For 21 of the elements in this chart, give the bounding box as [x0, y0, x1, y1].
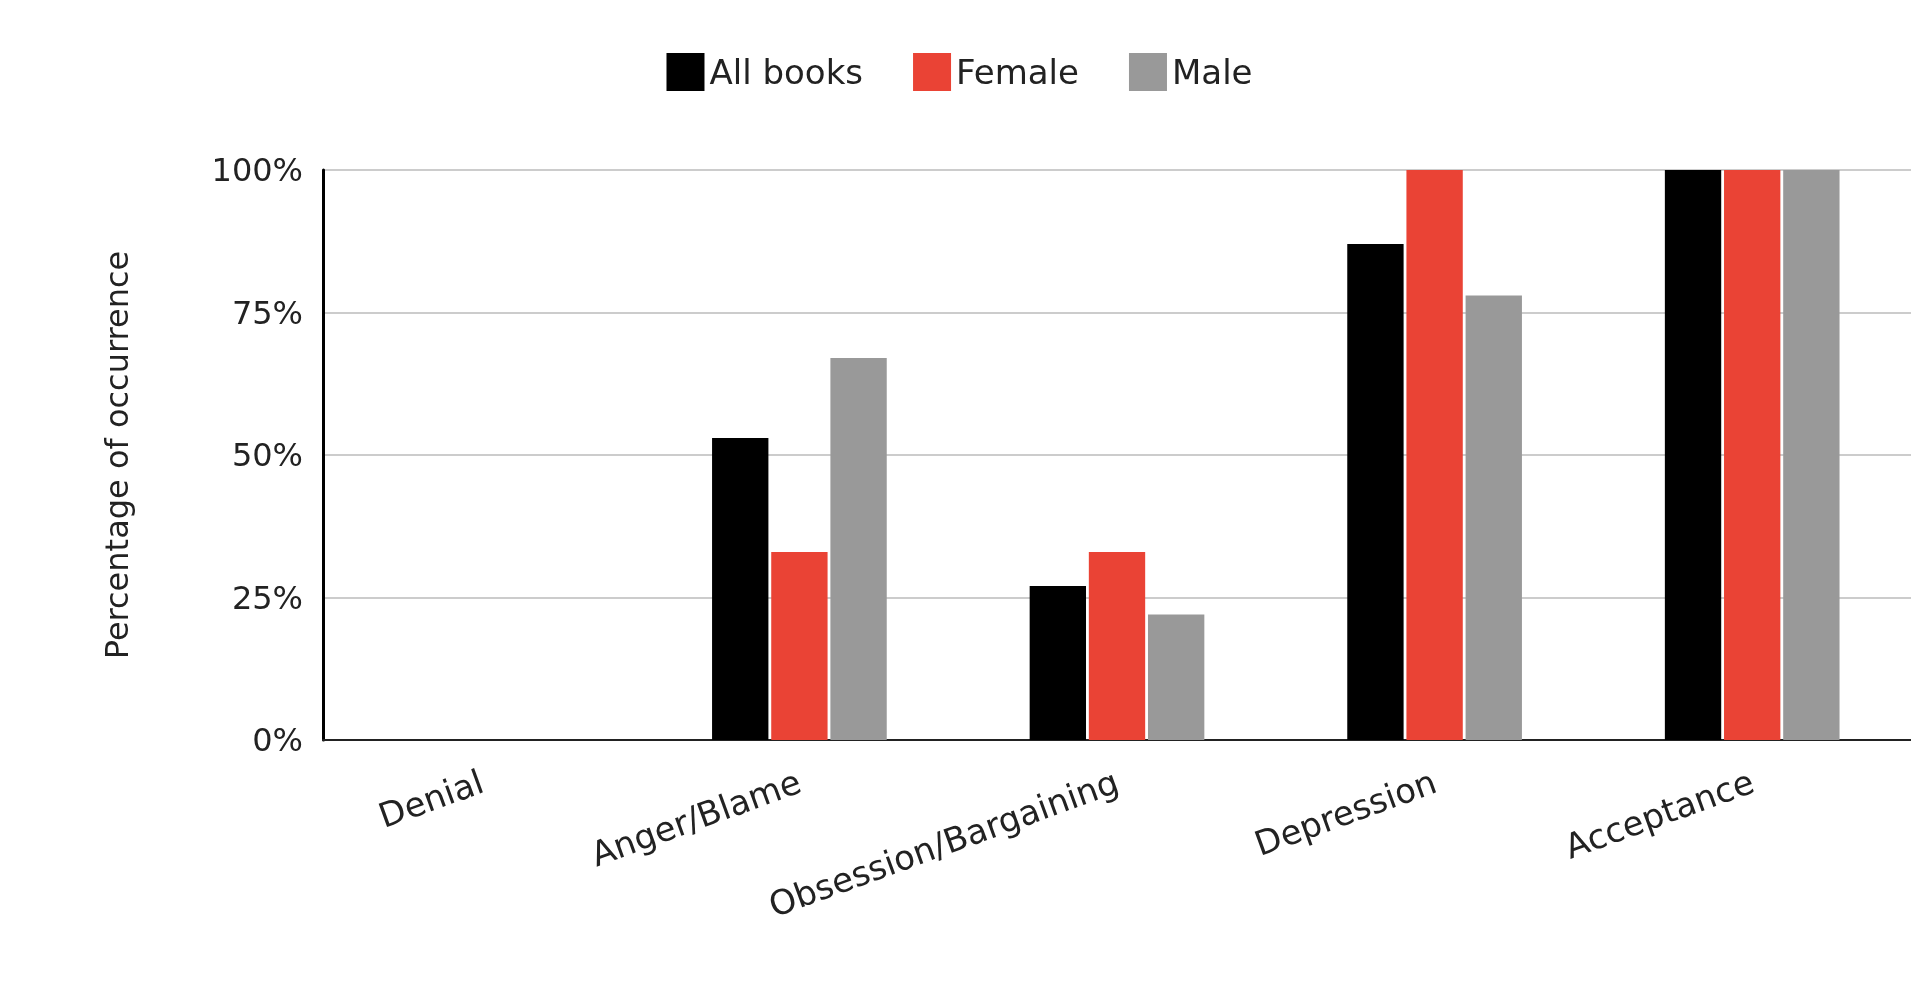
bar: [1724, 170, 1781, 740]
bar: [830, 358, 887, 740]
bar: [1783, 170, 1840, 740]
legend-label: All books: [709, 52, 864, 92]
legend-label: Male: [1171, 52, 1253, 92]
legend-label: Female: [956, 52, 1079, 92]
bar: [1029, 586, 1087, 740]
y-tick-label: 100%: [211, 151, 303, 189]
bar: [1406, 170, 1463, 740]
bar: [1347, 244, 1404, 740]
bar: [1147, 614, 1205, 740]
y-axis-title: Percentage of occurrence: [98, 250, 136, 660]
y-tick-label: 75%: [231, 293, 303, 332]
bar: [1465, 295, 1522, 740]
y-tick-label: 50%: [231, 436, 303, 474]
bar: [771, 551, 828, 740]
y-tick-label: 0%: [252, 721, 303, 759]
y-tick-label: 25%: [231, 578, 303, 617]
bar: [712, 437, 769, 740]
bar: [1088, 551, 1146, 740]
bar: [1664, 170, 1722, 740]
